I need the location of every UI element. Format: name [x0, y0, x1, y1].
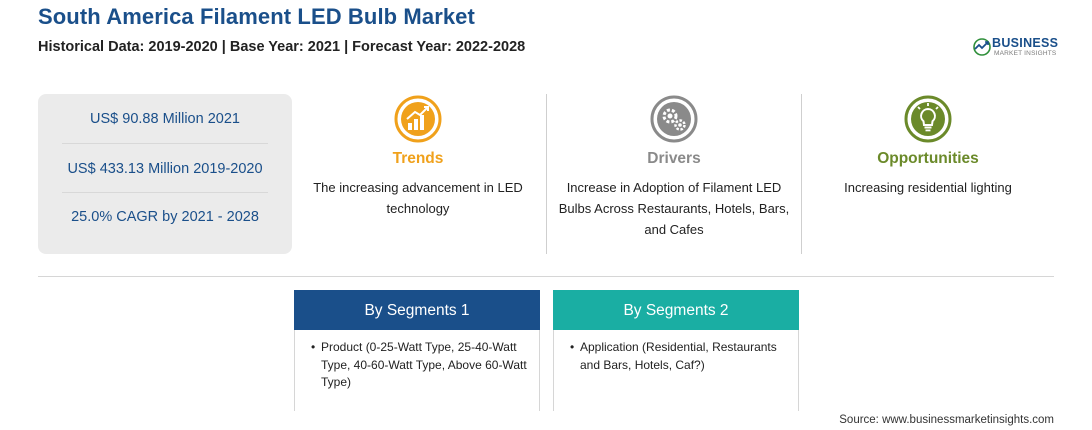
page-title: South America Filament LED Bulb Market — [38, 4, 475, 29]
stat-market-size: US$ 90.88 Million 2021 — [90, 111, 240, 127]
company-logo: BUSINESS MARKET INSIGHTS — [972, 35, 1062, 61]
opportunities-column: Opportunities Increasing residential lig… — [810, 94, 1046, 254]
segment-2-body: Application (Residential, Restaurants an… — [553, 330, 799, 411]
opportunities-heading: Opportunities — [877, 150, 979, 167]
drivers-heading: Drivers — [647, 150, 701, 167]
stat-divider — [62, 143, 268, 144]
stat-divider — [62, 192, 268, 193]
segment-1-body: Product (0-25-Watt Type, 25-40-Watt Type… — [294, 330, 540, 411]
segment-2-item: Application (Residential, Restaurants an… — [570, 339, 790, 374]
stat-historical-value: US$ 433.13 Million 2019-2020 — [67, 161, 263, 177]
logo-globe-icon — [973, 38, 991, 56]
logo-name: BUSINESS — [992, 36, 1059, 50]
segment-2-heading: By Segments 2 — [553, 290, 799, 330]
source-credit: Source: www.businessmarketinsights.com — [839, 414, 1054, 426]
page-subtitle: Historical Data: 2019-2020 | Base Year: … — [38, 39, 526, 55]
gears-icon — [650, 95, 698, 143]
trends-column: Trends The increasing advancement in LED… — [300, 94, 536, 254]
market-stats-panel: US$ 90.88 Million 2021 US$ 433.13 Millio… — [38, 94, 292, 254]
section-divider — [38, 276, 1054, 277]
column-divider — [546, 94, 547, 254]
logo-tagline: MARKET INSIGHTS — [994, 50, 1057, 57]
opportunities-text: Increasing residential lighting — [844, 180, 1012, 195]
segment-1-card: By Segments 1 Product (0-25-Watt Type, 2… — [294, 290, 540, 411]
segment-1-heading: By Segments 1 — [294, 290, 540, 330]
lightbulb-icon — [904, 95, 952, 143]
segment-1-item: Product (0-25-Watt Type, 25-40-Watt Type… — [311, 339, 531, 392]
chart-growth-icon — [394, 95, 442, 143]
segment-2-card: By Segments 2 Application (Residential, … — [553, 290, 799, 411]
trends-text: The increasing advancement in LED techno… — [313, 180, 523, 216]
drivers-column: Drivers Increase in Adoption of Filament… — [556, 94, 792, 254]
drivers-text: Increase in Adoption of Filament LED Bul… — [558, 180, 790, 237]
column-divider — [801, 94, 802, 254]
stat-cagr: 25.0% CAGR by 2021 - 2028 — [71, 209, 259, 225]
trends-heading: Trends — [392, 150, 444, 167]
